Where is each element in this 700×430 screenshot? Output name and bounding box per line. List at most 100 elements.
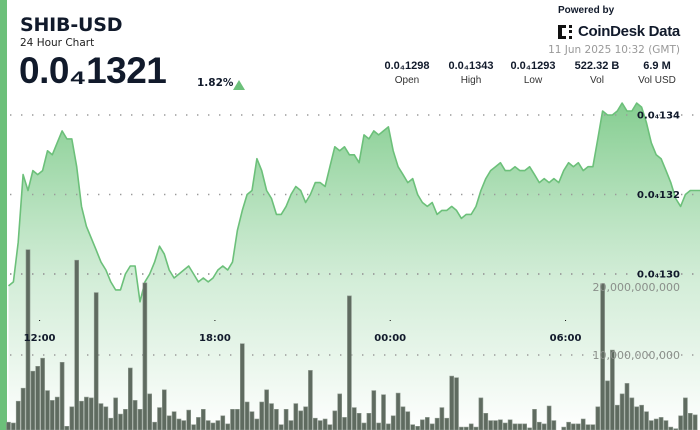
stat-value: 6.9 M — [643, 60, 671, 72]
powered-by-label: Powered by — [558, 5, 615, 16]
volume-bar — [293, 403, 299, 430]
volume-bar — [605, 380, 610, 430]
volume-bar — [225, 423, 230, 430]
volume-bar — [196, 417, 201, 430]
volume-bar — [522, 423, 528, 430]
volume-bar — [600, 283, 605, 430]
accent-bar — [0, 0, 7, 430]
volume-bar — [249, 411, 255, 430]
volume-bar — [595, 406, 601, 430]
volume-bar — [386, 423, 391, 430]
volume-bar — [79, 400, 84, 430]
volume-bar — [512, 423, 518, 430]
volume-bar — [449, 375, 455, 430]
volume-bar — [624, 383, 630, 430]
volume-bar — [439, 407, 445, 430]
volume-bar — [269, 403, 274, 430]
volume-bar — [147, 393, 152, 430]
price-change: 1.82% — [197, 77, 234, 89]
volume-bar — [142, 282, 148, 430]
volume-bar — [561, 426, 567, 430]
volume-bar — [678, 415, 683, 430]
volume-bar — [405, 411, 411, 430]
volume-bar — [575, 423, 581, 430]
volume-bar — [254, 418, 260, 430]
volume-bar — [15, 400, 21, 430]
volume-bar — [312, 417, 318, 430]
price-tick-label: 0.0₄134 — [637, 111, 680, 122]
stat-high: 0.0₄1343 High — [448, 60, 493, 86]
volume-bar — [210, 422, 216, 430]
price-area — [8, 103, 700, 430]
time-tick-mark — [214, 320, 216, 321]
volume-bar — [59, 361, 65, 430]
volume-bar — [308, 370, 313, 430]
volume-bar — [434, 417, 440, 430]
volume-bar — [361, 422, 367, 430]
stat-label: Vol USD — [638, 75, 676, 86]
volume-bar — [332, 410, 338, 430]
volume-bar — [454, 377, 459, 430]
volume-bar — [74, 259, 79, 430]
volume-bar — [93, 292, 99, 430]
stat-value: 0.0₄1343 — [448, 60, 494, 72]
timestamp: 11 Jun 2025 10:32 (GMT) — [548, 44, 680, 56]
volume-bar — [181, 420, 187, 430]
volume-bar — [317, 420, 323, 430]
volume-bar — [191, 424, 196, 430]
stat-vol: 522.32 B Vol — [575, 60, 620, 86]
volume-bar — [634, 406, 640, 430]
volume-bar — [89, 397, 94, 430]
volume-bar — [351, 407, 357, 430]
volume-bar — [366, 412, 372, 430]
volume-bar — [274, 408, 279, 430]
stat-vol-usd: 6.9 M Vol USD — [638, 60, 676, 86]
volume-bar — [517, 423, 523, 430]
volume-bar — [20, 387, 26, 430]
volume-bar — [478, 397, 484, 430]
time-tick-label: 00:00 — [374, 333, 406, 344]
volume-bar — [166, 415, 172, 430]
coindesk-mark-icon — [558, 24, 572, 39]
pair-title: SHIB-USD — [20, 14, 123, 36]
price-tick-label: 0.0₄130 — [637, 270, 680, 281]
volume-bar — [230, 408, 235, 430]
volume-tick-label: 20,000,000,000 — [593, 281, 680, 294]
volume-bar — [235, 408, 240, 430]
volume-bar — [322, 418, 328, 430]
stat-label: High — [460, 75, 482, 86]
volume-bar — [118, 413, 123, 430]
volume-bar — [298, 410, 304, 430]
coindesk-logo[interactable]: CoinDesk Data — [558, 23, 680, 40]
volume-bar — [49, 400, 55, 430]
volume-bar — [585, 424, 591, 430]
volume-bar — [278, 424, 284, 430]
volume-bar — [653, 418, 659, 430]
volume-bar — [629, 397, 635, 430]
volume-bar — [507, 419, 513, 430]
price-line — [7, 102, 700, 303]
stat-low: 0.0₄1293 Low — [510, 60, 555, 86]
volume-bar — [342, 417, 347, 430]
volume-bar — [644, 411, 649, 430]
volume-bar — [663, 420, 669, 430]
volume-bar — [303, 406, 308, 430]
stat-open: 0.0₄1298 Open — [384, 60, 429, 86]
volume-bar — [244, 401, 250, 430]
volume-bar — [54, 396, 60, 430]
volume-bar — [502, 422, 508, 430]
volume-bar — [580, 418, 586, 430]
volume-bar — [648, 420, 654, 430]
volume-bar — [376, 422, 381, 430]
volume-bar — [692, 414, 698, 430]
volume-bar — [171, 411, 177, 430]
time-tick-label: 18:00 — [199, 333, 231, 344]
stat-value: 0.0₄1293 — [510, 60, 556, 72]
time-tick-label: 06:00 — [550, 333, 582, 344]
volume-bar — [337, 393, 343, 430]
stat-value: 522.32 B — [574, 60, 620, 72]
time-tick-mark — [389, 320, 391, 321]
volume-bar — [459, 426, 464, 430]
volume-bar — [687, 412, 693, 430]
stat-label: Vol — [590, 75, 604, 86]
